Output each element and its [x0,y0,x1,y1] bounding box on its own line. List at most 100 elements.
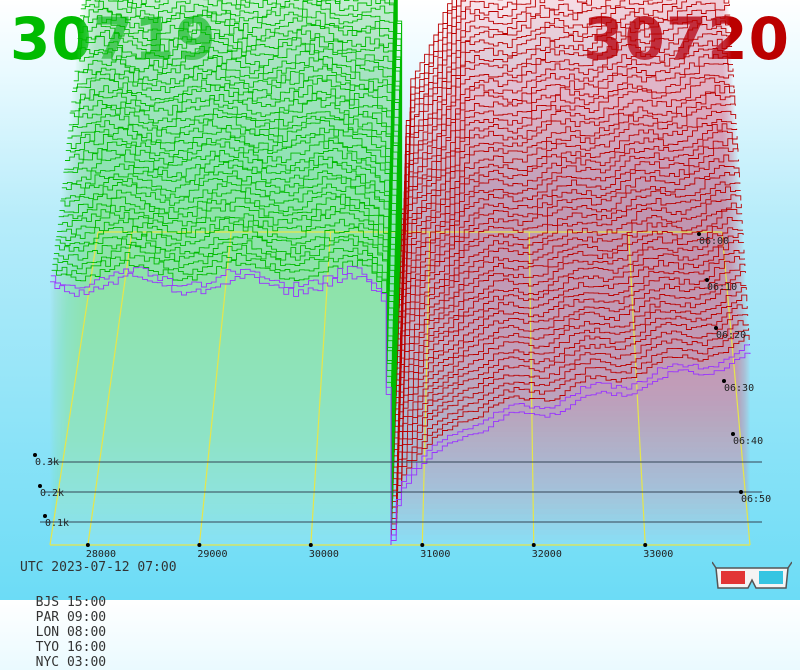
ask-depth-line [399,0,673,298]
x-tick-dot [531,543,536,547]
bid-depth-line [61,175,395,473]
ask-depth-line [394,181,741,432]
ask-depth-line [396,84,735,370]
ask-depth-line [391,294,748,509]
bid-depth-line [72,77,397,401]
bid-depth-line [78,22,398,360]
x-tick-label: 30000 [309,549,339,560]
bid-depth-line [70,92,397,412]
price-gridline [627,231,646,546]
depth-tick-dot [38,484,42,488]
x-tick-dot [643,543,648,547]
bid-depth-line [53,238,393,520]
bid-depth-line [66,126,396,437]
utc-time: UTC 2023-07-12 07:00 [20,560,177,575]
3d-glasses-icon[interactable] [712,558,792,594]
bid-depth-line [53,244,393,525]
bid-depth-line [64,148,395,453]
ask-depth-line [397,38,733,340]
bid-depth-line [81,0,399,340]
ask-depth-line [400,0,458,252]
depth-chart: 28000 29000 30000 31000 32000 33000 0.1k 0.2k 0.… [33,0,771,560]
ask-depth-line [397,74,734,360]
ask-depth-line [395,138,739,407]
ask-depth-line [393,227,744,463]
x-tick-label: 29000 [197,549,227,560]
ask-depth-line [395,118,737,391]
ask-depth-line [399,0,588,283]
time-tick-label: 06:30 [724,383,754,394]
chart-ticks: 28000 29000 30000 31000 32000 33000 0.1k 0.2k 0.… [33,232,771,560]
ask-depth-line [399,0,654,293]
ask-depth-line [393,239,745,473]
ask-depth-line [396,77,735,365]
time-tick-dot [697,232,701,236]
ask-depth-line [391,320,749,525]
bid-depth-line [72,71,397,396]
time-tick-dot [705,278,709,282]
zone-lon: LON 08:00 [35,625,107,640]
ask-depth-line [391,314,749,520]
ask-depth-line [397,31,732,334]
ask-depth-line [396,92,736,376]
ask-depth-line [395,147,739,412]
ask-depth-line [392,282,747,499]
frame-edge [721,231,751,546]
bid-depth-line [74,56,398,386]
time-tick-dot [722,379,726,383]
depth-tick-dot [43,514,47,518]
time-tick-label: 06:10 [707,282,737,293]
timezone-row: BJS 15:00 PAR 09:00 LON 08:00 TYO 16:00 … [20,580,130,670]
bid-depth-line [75,50,398,381]
time-tick-label: 06:50 [741,494,771,505]
bid-depth-line [80,8,399,350]
ask-depth-line [391,328,750,530]
ask-depth-line [396,103,736,381]
ask-depth-line [394,164,740,422]
ask-depth-line [394,202,742,448]
bid-depth-line [63,155,395,458]
bid-depth-line [127,0,400,329]
bid-depth-fill [50,273,391,545]
price-gridline [528,231,535,546]
x-tick-label: 33000 [643,549,673,560]
time-tick-dot [739,490,743,494]
bid-depth-line [61,170,395,468]
bid-depth-line [79,14,399,355]
bid-depth-line [80,0,399,345]
ask-depth-line [399,0,532,278]
x-tick-label: 31000 [420,549,450,560]
ask-depth-line [390,334,750,535]
ask-depth-line [395,123,738,396]
zone-bjs: BJS 15:00 [35,595,107,610]
ask-depth-line [391,304,748,515]
depth-tick-label: 0.1k [45,518,69,529]
ask-depth-line [400,0,457,257]
time-tick-dot [714,326,718,330]
depth-lines [50,0,751,545]
ask-depth-line [395,154,739,417]
depth-tick-label: 0.3k [35,457,59,468]
bid-depth-line [69,98,396,417]
ask-depth-line [394,194,742,443]
ask-depth-line [390,344,750,540]
x-tick-dot [420,543,425,547]
ask-depth-line [393,208,743,453]
bid-depth-line [52,252,393,530]
price-gridline [310,231,332,546]
ask-depth-line [398,1,730,314]
depth-tick-label: 0.2k [40,488,64,499]
bid-depth-line [51,259,392,535]
ask-depth-line [399,0,592,288]
ask-depth-line [393,216,743,458]
bid-depth-line [71,84,397,407]
bid-depth-line [76,36,398,370]
bid-depth-line [118,0,399,334]
ask-depth-line [392,249,745,479]
zone-nyc: NYC 03:00 [35,655,107,670]
ask-depth-line [399,0,678,304]
time-tick-dot [731,432,735,436]
ask-depth-line [400,0,462,262]
bid-depth-line [59,189,394,484]
ask-depth-line [398,24,732,329]
